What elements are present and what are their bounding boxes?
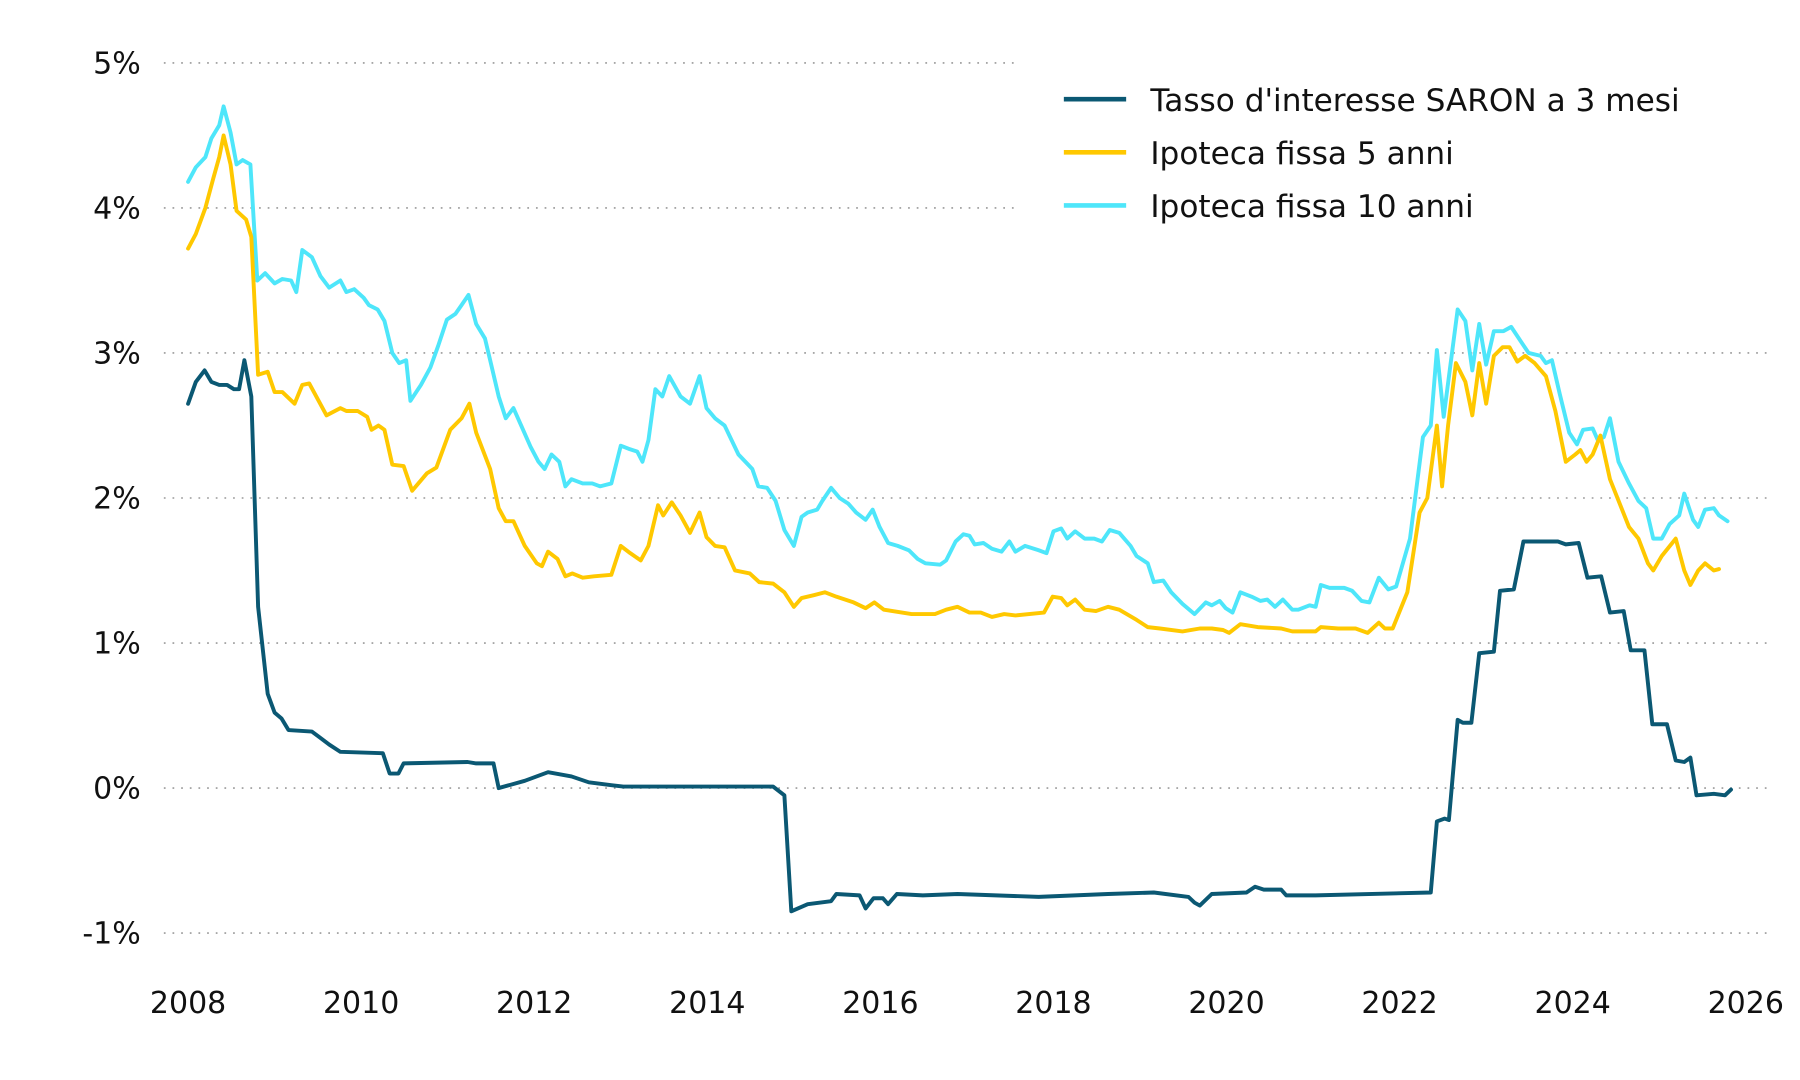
y-tick-label: 2%	[93, 481, 141, 516]
x-tick-label: 2012	[496, 986, 572, 1021]
series-lines	[186, 104, 1733, 914]
x-tick-label: 2018	[1015, 986, 1091, 1021]
legend-label: Tasso d'interesse SARON a 3 mesi	[1149, 83, 1679, 119]
x-tick-label: 2024	[1535, 986, 1611, 1021]
series-line-2	[186, 104, 1730, 617]
x-tick-label: 2026	[1708, 986, 1784, 1021]
y-tick-label: 0%	[93, 771, 141, 806]
y-tick-label: 1%	[93, 626, 141, 661]
legend-item: Ipoteca fissa 5 anni	[1063, 136, 1454, 172]
legend-label: Ipoteca fissa 10 anni	[1150, 189, 1473, 225]
y-tick-label: 5%	[93, 46, 141, 81]
x-tick-label: 2008	[150, 986, 226, 1021]
series-line-0	[186, 358, 1733, 914]
y-tick-label: 4%	[93, 191, 141, 226]
series-line-1	[186, 133, 1721, 635]
x-tick-label: 2016	[842, 986, 918, 1021]
gridlines	[163, 62, 1772, 934]
x-tick-label: 2020	[1188, 986, 1264, 1021]
legend-item: Ipoteca fissa 10 anni	[1063, 189, 1474, 225]
x-tick-label: 2014	[669, 986, 745, 1021]
y-tick-label: -1%	[82, 917, 140, 952]
legend-item: Tasso d'interesse SARON a 3 mesi	[1063, 83, 1680, 119]
legend: Tasso d'interesse SARON a 3 mesi Ipoteca …	[1063, 83, 1680, 225]
legend-label: Ipoteca fissa 5 anni	[1150, 136, 1453, 172]
y-axis-ticks: -1% 0% 1% 2% 3% 4% 5%	[82, 46, 140, 951]
x-tick-label: 2022	[1361, 986, 1437, 1021]
x-tick-label: 2010	[323, 986, 399, 1021]
x-axis-ticks: 2008 2010 2012 2014 2016 2018 2020 2022 2024 2026	[150, 986, 1784, 1021]
y-tick-label: 3%	[93, 336, 141, 371]
